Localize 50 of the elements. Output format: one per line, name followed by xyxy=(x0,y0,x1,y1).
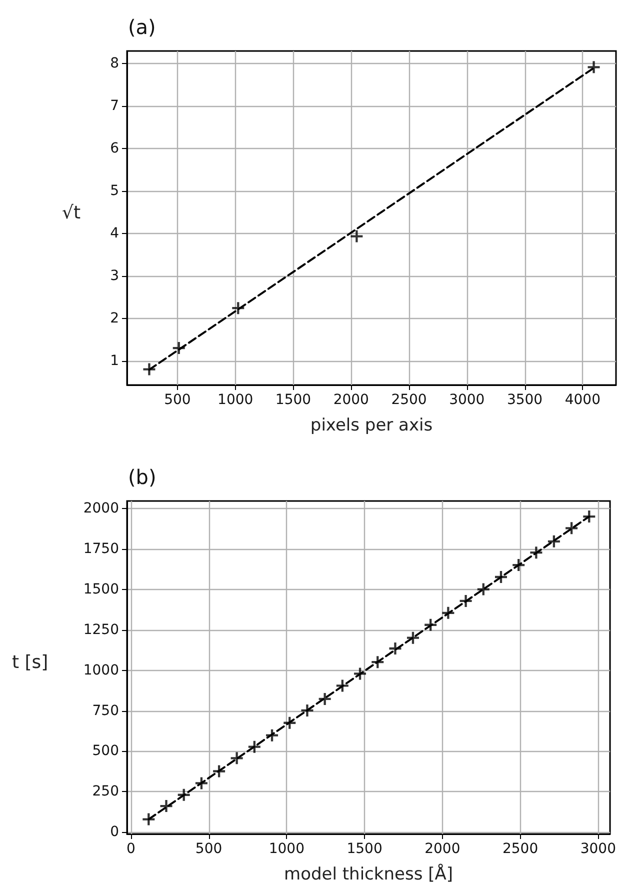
y-tick-label: 3 xyxy=(110,268,119,284)
y-tick-label: 1750 xyxy=(83,541,119,558)
point xyxy=(301,704,314,716)
x-tick-label: 1000 xyxy=(268,841,304,857)
chart-title: (a) xyxy=(128,15,156,39)
x-tick-label: 2000 xyxy=(333,392,369,408)
y-tick-label: 8 xyxy=(110,56,119,72)
x-tick-label: 3000 xyxy=(580,841,616,857)
point xyxy=(566,522,578,534)
x-tick-label: 0 xyxy=(126,841,136,857)
x-tick-label: 500 xyxy=(164,392,191,408)
point xyxy=(406,632,419,644)
x-tick-label: 500 xyxy=(195,841,222,857)
y-tick-label: 1250 xyxy=(83,622,119,638)
y-tick-label: 6 xyxy=(110,140,120,157)
y-tick-label: 2000 xyxy=(83,500,119,517)
y-axis-title: t [s] xyxy=(12,652,48,673)
point xyxy=(248,740,260,753)
x-tick-label: 2500 xyxy=(502,841,538,857)
y-tick-label: 0 xyxy=(110,824,119,840)
y-tick-label: 1000 xyxy=(83,662,119,678)
x-tick-label: 2000 xyxy=(424,841,460,857)
y-tick-label: 1500 xyxy=(83,581,119,598)
y-tick-label: 750 xyxy=(92,702,119,719)
x-axis-title: pixels per axis xyxy=(310,416,433,436)
y-tick-label: 5 xyxy=(110,183,119,200)
x-tick-label: 1000 xyxy=(218,392,254,408)
y-axis-title: √t xyxy=(62,202,81,224)
point xyxy=(230,752,243,764)
x-tick-label: 2500 xyxy=(391,392,427,408)
y-tick-label: 250 xyxy=(92,784,119,800)
y-tick-label: 4 xyxy=(110,226,120,242)
x-axis-title: model thickness [Å] xyxy=(284,864,453,884)
point xyxy=(160,800,172,812)
point xyxy=(318,692,331,705)
x-tick-label: 4000 xyxy=(564,392,600,408)
point xyxy=(143,363,156,376)
y-tick-label: 7 xyxy=(110,98,119,114)
y-tick-label: 2 xyxy=(110,310,119,327)
y-tick-label: 1 xyxy=(110,353,119,370)
x-tick-label: 1500 xyxy=(275,392,312,408)
point xyxy=(477,583,490,596)
chart-title: (b) xyxy=(128,465,156,489)
point xyxy=(350,230,363,242)
x-tick-label: 1500 xyxy=(346,841,382,857)
y-tick-label: 500 xyxy=(92,743,119,760)
x-tick-label: 3000 xyxy=(449,392,485,408)
point xyxy=(142,813,155,826)
x-tick-label: 3500 xyxy=(506,392,543,408)
point xyxy=(588,61,600,74)
